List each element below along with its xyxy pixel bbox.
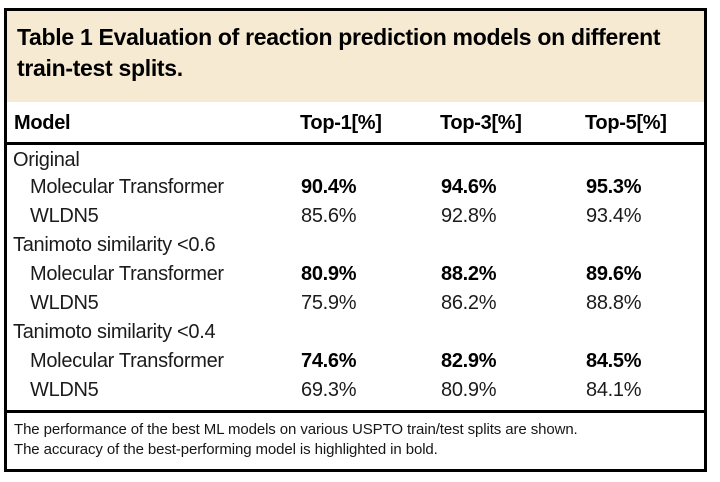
top3-value-cell: 82.9%	[441, 349, 497, 372]
table-row-mt-original: Molecular Transformer 90.4% 94.6% 95.3%	[7, 173, 704, 202]
footnote-line-1: The performance of the best ML models on…	[14, 420, 578, 438]
top1-value-cell: 69.3%	[301, 378, 357, 401]
top1-value-cell: 75.9%	[301, 291, 357, 314]
model-name-cell: Molecular Transformer	[30, 175, 224, 198]
table-row-mt-tanimoto-06: Molecular Transformer 80.9% 88.2% 89.6%	[7, 260, 704, 289]
table-row-mt-tanimoto-04: Molecular Transformer 74.6% 82.9% 84.5%	[7, 347, 704, 376]
top1-value-cell: 85.6%	[301, 204, 357, 227]
top5-value-cell: 84.1%	[586, 378, 642, 401]
table-row-wldn5-original: WLDN5 85.6% 92.8% 93.4%	[7, 202, 704, 231]
table-footnote: The performance of the best ML models on…	[7, 409, 704, 461]
top1-value-cell: 74.6%	[301, 349, 357, 372]
section-row-tanimoto-04: Tanimoto similarity <0.4	[7, 318, 704, 347]
section-row-tanimoto-06: Tanimoto similarity <0.6	[7, 231, 704, 260]
table-title-line-1: Table 1 Evaluation of reaction predictio…	[17, 24, 661, 50]
top5-value-cell: 84.5%	[586, 349, 642, 372]
results-table: Model Top-1[%] Top-3[%] Top-5[%] Origina…	[7, 102, 704, 405]
top5-value-cell: 95.3%	[586, 175, 642, 198]
section-label: Original	[13, 148, 80, 171]
top3-value-cell: 94.6%	[441, 175, 497, 198]
top3-value-cell: 88.2%	[441, 262, 497, 285]
column-header-top5: Top-5[%]	[585, 102, 704, 145]
column-header-top3: Top-3[%]	[440, 102, 585, 145]
top3-value-cell: 80.9%	[441, 378, 497, 401]
top5-value-cell: 88.8%	[586, 291, 642, 314]
model-name-cell: WLDN5	[30, 204, 99, 227]
table-row-wldn5-tanimoto-04: WLDN5 69.3% 80.9% 84.1%	[7, 376, 704, 405]
model-name-cell: WLDN5	[30, 291, 99, 314]
section-label: Tanimoto similarity <0.4	[13, 320, 216, 343]
section-row-original: Original	[7, 144, 704, 173]
column-header-top1: Top-1[%]	[300, 102, 440, 145]
column-header-model: Model	[7, 102, 300, 145]
section-label: Tanimoto similarity <0.6	[13, 233, 216, 256]
top5-value-cell: 93.4%	[586, 204, 642, 227]
top1-value-cell: 80.9%	[301, 262, 357, 285]
table-header-row: Model Top-1[%] Top-3[%] Top-5[%]	[7, 102, 704, 145]
table-title-band: Table 1 Evaluation of reaction predictio…	[7, 11, 704, 102]
top3-value-cell: 86.2%	[441, 291, 497, 314]
top3-value-cell: 92.8%	[441, 204, 497, 227]
table-card: Table 1 Evaluation of reaction predictio…	[4, 8, 707, 472]
top5-value-cell: 89.6%	[586, 262, 642, 285]
model-name-cell: Molecular Transformer	[30, 349, 224, 372]
table-title-line-2: train-test splits.	[17, 55, 183, 81]
top1-value-cell: 90.4%	[301, 175, 357, 198]
model-name-cell: WLDN5	[30, 378, 99, 401]
footnote-line-2: The accuracy of the best-performing mode…	[14, 441, 438, 458]
model-name-cell: Molecular Transformer	[30, 262, 224, 285]
table-row-wldn5-tanimoto-06: WLDN5 75.9% 86.2% 88.8%	[7, 289, 704, 318]
